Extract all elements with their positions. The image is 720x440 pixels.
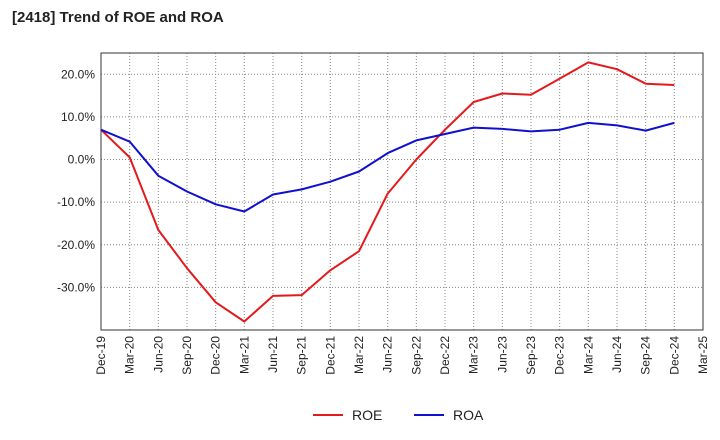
legend-label: ROE [352, 407, 382, 423]
plot-area [101, 53, 703, 330]
legend-item-roa: ROA [414, 407, 484, 423]
x-tick-label: Jun-24 [610, 336, 624, 373]
horizontal-grid [101, 73, 703, 288]
x-tick-label: Dec-22 [438, 336, 452, 375]
legend-label: ROA [453, 407, 484, 423]
legend-item-roe: ROE [313, 407, 382, 423]
x-tick-label: Sep-20 [180, 336, 194, 375]
x-tick-label: Sep-24 [639, 336, 653, 375]
y-tick-label: 10.0% [61, 110, 95, 124]
x-tick-label: Mar-24 [581, 336, 595, 374]
x-tick-label: Dec-23 [553, 336, 567, 375]
x-tick-label: Mar-23 [467, 336, 481, 374]
y-tick-label: 20.0% [61, 67, 95, 81]
x-tick-label: Sep-23 [524, 336, 538, 375]
x-tick-label: Sep-21 [295, 336, 309, 375]
x-tick-label: Jun-21 [266, 336, 280, 373]
plot-frame [100, 52, 704, 331]
x-tick-label: Mar-21 [237, 336, 251, 374]
series-line-roe [100, 61, 675, 323]
y-tick-label: 0.0% [68, 153, 96, 167]
x-tick-label: Dec-24 [667, 336, 681, 375]
x-tick-label: Dec-21 [323, 336, 337, 375]
x-tick-label: Mar-25 [696, 336, 710, 374]
x-tick-label: Jun-20 [151, 336, 165, 373]
x-tick-label: Mar-20 [123, 336, 137, 374]
x-tick-label: Mar-22 [352, 336, 366, 374]
series-line-roa [100, 121, 675, 213]
x-tick-label: Dec-19 [94, 336, 108, 375]
y-tick-label: -10.0% [57, 195, 95, 209]
chart-title: [2418] Trend of ROE and ROA [12, 9, 224, 26]
y-tick-label: -20.0% [57, 238, 95, 252]
x-tick-label: Jun-23 [495, 336, 509, 373]
x-tick-label: Jun-22 [381, 336, 395, 373]
x-tick-label: Dec-20 [209, 336, 223, 375]
x-tick-label: Sep-22 [409, 336, 423, 375]
y-tick-label: -30.0% [57, 280, 95, 294]
